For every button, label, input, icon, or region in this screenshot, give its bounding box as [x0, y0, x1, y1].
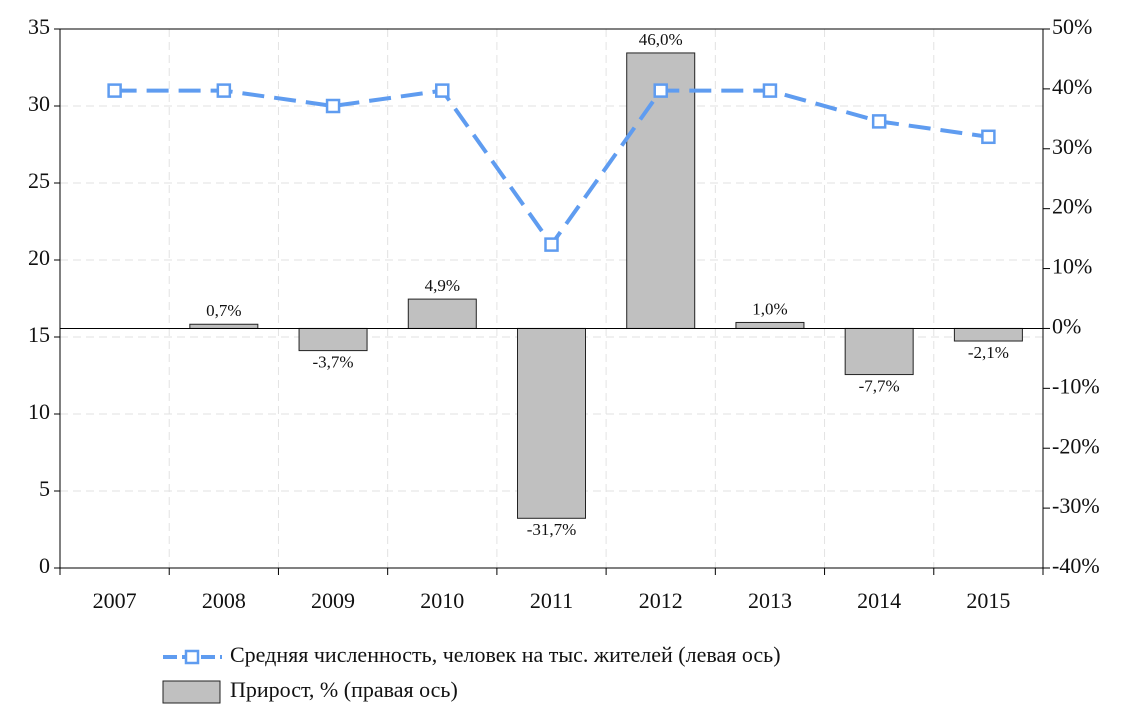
- y2-tick-label: 20%: [1052, 194, 1092, 219]
- value-label: 4,9%: [425, 276, 460, 295]
- bar: [626, 52, 696, 329]
- y2-tick-label: -10%: [1052, 373, 1100, 398]
- y2-tick-label: -40%: [1052, 553, 1100, 578]
- legend-swatch: [162, 680, 221, 704]
- marker: [762, 83, 778, 98]
- marker: [107, 83, 122, 98]
- y2-tick-label: -20%: [1052, 433, 1100, 458]
- marker: [653, 83, 668, 98]
- y2-tick-label: 50%: [1052, 14, 1092, 39]
- value-label: -7,7%: [859, 376, 900, 395]
- value-label: -2,1%: [968, 343, 1009, 362]
- y-tick-label: 30: [28, 91, 50, 116]
- bar: [953, 327, 1023, 342]
- bar: [517, 327, 586, 519]
- x-tick-label: 2015: [966, 588, 1010, 613]
- y-tick-label: 20: [28, 245, 50, 270]
- y-tick-label: 35: [28, 14, 50, 39]
- y2-tick-label: 30%: [1052, 134, 1092, 159]
- bar: [735, 321, 805, 329]
- marker: [981, 129, 996, 145]
- x-tick-label: 2013: [748, 588, 792, 613]
- x-tick-label: 2010: [420, 588, 464, 613]
- legend-marker: [184, 649, 200, 665]
- marker: [325, 98, 341, 114]
- value-label: -3,7%: [313, 353, 354, 372]
- bar: [844, 327, 914, 376]
- y-tick-label: 0: [39, 553, 50, 578]
- x-tick-label: 2007: [93, 588, 137, 613]
- y-tick-label: 25: [28, 168, 50, 193]
- value-label: 1,0%: [752, 299, 787, 318]
- value-label: 46,0%: [639, 30, 683, 49]
- marker: [544, 237, 559, 252]
- bar: [407, 298, 477, 329]
- marker: [871, 114, 887, 129]
- x-tick-label: 2008: [202, 588, 246, 613]
- marker: [216, 83, 232, 98]
- y-tick-label: 15: [28, 322, 50, 347]
- x-tick-label: 2011: [530, 588, 573, 613]
- value-label: -31,7%: [527, 520, 577, 539]
- x-tick-label: 2012: [639, 588, 683, 613]
- y2-tick-label: 0%: [1052, 313, 1081, 338]
- legend-label: Прирост, % (правая ось): [230, 677, 458, 702]
- y2-tick-label: -30%: [1052, 493, 1100, 518]
- y2-tick-label: 10%: [1052, 254, 1092, 279]
- bar: [189, 323, 259, 329]
- marker: [435, 83, 450, 98]
- x-tick-label: 2014: [857, 588, 901, 613]
- y-tick-label: 5: [39, 476, 50, 501]
- value-label: 0,7%: [206, 301, 241, 320]
- y-tick-label: 10: [28, 399, 50, 424]
- y2-tick-label: 40%: [1052, 74, 1092, 99]
- bar: [298, 327, 368, 352]
- legend-label: Средняя численность, человек на тыс. жит…: [230, 642, 781, 667]
- x-tick-label: 2009: [311, 588, 355, 613]
